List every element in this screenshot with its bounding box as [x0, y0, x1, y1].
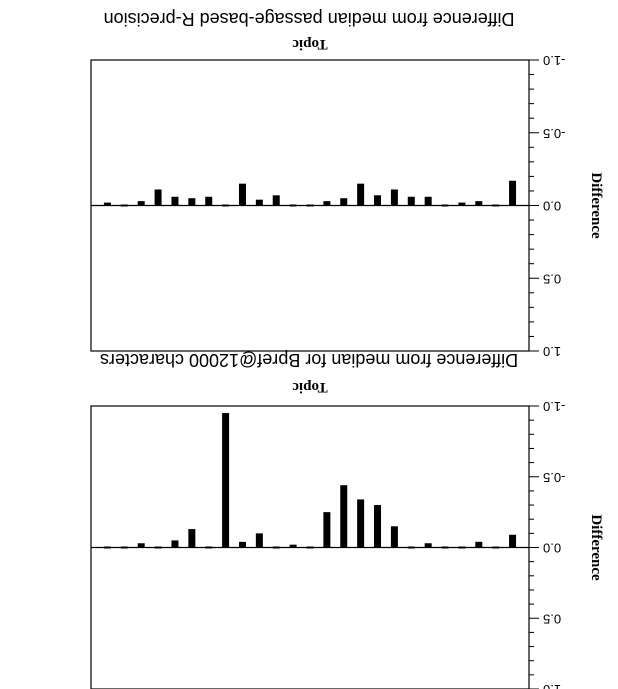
bar-topic-22 — [154, 189, 162, 206]
bar-topic-24 — [120, 204, 128, 207]
bar-topic-1 — [509, 180, 517, 206]
bar-topic-9 — [374, 505, 382, 548]
bar-topic-6 — [424, 543, 432, 548]
bar-topic-12 — [323, 512, 331, 548]
bar-topic-24 — [120, 546, 128, 549]
bar-topic-16 — [255, 199, 263, 206]
y-tick-label: -0.5 — [543, 126, 565, 141]
bar-topic-4 — [458, 202, 466, 206]
bar-topic-5 — [441, 204, 449, 207]
y-tick-label: 1.0 — [543, 682, 561, 689]
bar-topic-4 — [458, 546, 466, 549]
bar-topic-7 — [407, 546, 415, 549]
y-tick-label: 0.0 — [543, 199, 561, 214]
bar-topic-20 — [188, 198, 196, 206]
bar-topic-8 — [390, 526, 398, 548]
bar-topic-19 — [205, 196, 213, 206]
bar-topic-19 — [205, 546, 213, 549]
bar-topic-18 — [222, 204, 230, 207]
y-tick-label: 1.0 — [543, 344, 561, 359]
bar-topic-3 — [475, 541, 483, 548]
bar-topic-5 — [441, 546, 449, 549]
y-axis-title: Difference — [588, 514, 604, 581]
x-axis-title: Topic — [292, 36, 328, 52]
chart-title: Difference from median for Bpref@12000 c… — [100, 350, 518, 370]
bar-topic-2 — [492, 204, 500, 207]
y-tick-label: -1.0 — [543, 399, 565, 414]
bar-topic-3 — [475, 201, 483, 206]
bar-topic-15 — [272, 546, 280, 549]
bar-topic-14 — [289, 544, 297, 548]
bar-topic-16 — [255, 533, 263, 548]
y-tick-label: -0.5 — [543, 470, 565, 485]
bar-topic-10 — [357, 183, 365, 206]
x-axis-title: Topic — [292, 379, 328, 395]
y-axis-title: Difference — [588, 172, 604, 239]
bar-topic-25 — [103, 546, 111, 549]
bar-topic-13 — [306, 546, 314, 549]
bar-topic-9 — [374, 195, 382, 206]
bar-topic-10 — [357, 499, 365, 548]
bar-topic-21 — [171, 540, 179, 548]
bar-topic-6 — [424, 196, 432, 206]
bar-topic-14 — [289, 204, 297, 207]
bar-topic-11 — [340, 485, 348, 548]
bar-topic-2 — [492, 546, 500, 549]
chart-title: Difference from median passage-based R-p… — [104, 9, 515, 29]
bar-topic-25 — [103, 202, 111, 206]
y-tick-label: 0.5 — [543, 271, 561, 286]
chart-panel-2: 1.0 0.5 0.0 -0.5 -1.0 Difference Topic Differen… — [90, 9, 604, 359]
bar-topic-11 — [340, 198, 348, 206]
bar-topic-13 — [306, 204, 314, 207]
bar-topic-22 — [154, 546, 162, 549]
bar-topic-23 — [137, 201, 145, 206]
bar-topic-20 — [188, 529, 196, 548]
bar-topic-12 — [323, 201, 331, 206]
bar-topic-8 — [390, 189, 398, 206]
bar-topic-21 — [171, 196, 179, 206]
bar-topic-15 — [272, 195, 280, 206]
bar-topic-23 — [137, 543, 145, 548]
y-tick-label: 0.0 — [543, 541, 561, 556]
chart-panel-1: 1.0 0.5 0.0 -0.5 -1.0 Difference Topic Differen… — [90, 350, 604, 689]
bar-topic-17 — [238, 541, 246, 548]
y-tick-label: -1.0 — [543, 53, 565, 68]
bar-topic-17 — [238, 183, 246, 206]
bar-topic-1 — [509, 534, 517, 548]
bar-topic-7 — [407, 196, 415, 206]
y-tick-label: 0.5 — [543, 611, 561, 626]
bar-topic-18 — [222, 413, 230, 548]
